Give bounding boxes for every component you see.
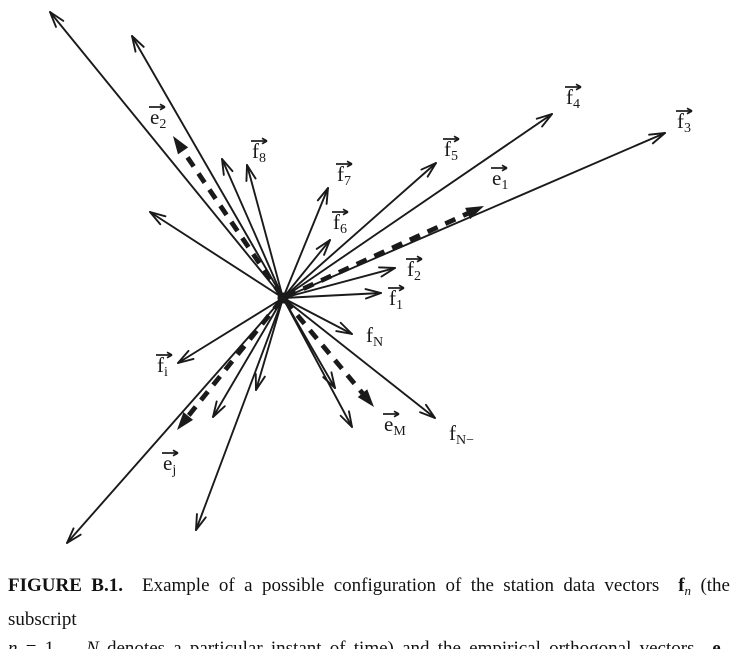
- vector-origin: [277, 292, 289, 304]
- vector-f-i: fi: [156, 297, 284, 380]
- vector-unlabeled-1: [49, 11, 284, 299]
- vector-e-j: ej: [162, 298, 283, 478]
- overarrow-icon: [676, 107, 693, 115]
- caption-segment: N: [86, 638, 99, 649]
- overarrow-icon: [443, 135, 460, 143]
- vector-f-N-minus: fN−: [282, 297, 474, 448]
- vector-unlabeled-8: [254, 297, 284, 391]
- vector-e-1: e1: [284, 164, 508, 299]
- vector-unlabeled-7: [212, 297, 284, 418]
- vector-unlabeled-10: [282, 297, 353, 428]
- vector-label-f-i: fi: [157, 353, 168, 380]
- vector-unlabeled-6: [195, 297, 284, 531]
- vector-e-2: e2: [149, 103, 284, 297]
- vector-f-5: f5: [282, 135, 460, 299]
- overarrow-icon: [156, 351, 173, 359]
- vector-f-7: f7: [282, 160, 353, 299]
- vector-f-6: f6: [282, 208, 349, 299]
- caption-line-1: FIGURE B.1. Example of a possible config…: [8, 571, 730, 634]
- overarrow-icon: [336, 160, 353, 168]
- overarrow-icon: [565, 83, 582, 91]
- caption-segment: n: [684, 583, 692, 598]
- caption-line-2: n = 1,..., N denotes a particular instan…: [8, 634, 730, 649]
- vector-f-2: f2: [282, 255, 423, 299]
- overarrow-icon: [162, 449, 179, 457]
- caption-segment: e: [712, 638, 721, 649]
- caption-segment: f: [678, 575, 685, 596]
- vector-unlabeled-2: [131, 35, 284, 299]
- vector-unlabeled-3: [221, 158, 284, 299]
- vector-label-f-N: fN: [366, 323, 383, 350]
- overarrow-icon: [388, 284, 405, 292]
- overarrow-icon: [491, 164, 508, 172]
- overarrow-icon: [251, 137, 268, 145]
- vector-f-4: f4: [282, 83, 582, 299]
- caption-segment: m: [721, 646, 730, 649]
- vector-label-e-1: e1: [492, 166, 508, 193]
- vector-e-M: eM: [283, 298, 406, 439]
- vector-unlabeled-4: [149, 211, 284, 299]
- vector-label-f-N-minus: fN−: [449, 421, 474, 448]
- caption-segment: FIGURE B.1.: [8, 575, 123, 596]
- caption-segment: (the subscript: [8, 575, 730, 630]
- overarrow-icon: [332, 208, 349, 216]
- overarrow-icon: [406, 255, 423, 263]
- overarrow-icon: [383, 410, 400, 418]
- vector-unlabeled-5: [66, 297, 284, 544]
- caption-segment: = 1,...,: [17, 638, 87, 649]
- caption-segment: n: [8, 638, 18, 649]
- caption-segment: Example of a possible configuration of t…: [122, 575, 679, 596]
- overarrow-icon: [149, 103, 166, 111]
- caption-segment: denotes a particular instant of time) an…: [98, 638, 713, 649]
- figure-caption: FIGURE B.1. Example of a possible config…: [8, 571, 730, 649]
- vector-label-e-2: e2: [150, 105, 166, 132]
